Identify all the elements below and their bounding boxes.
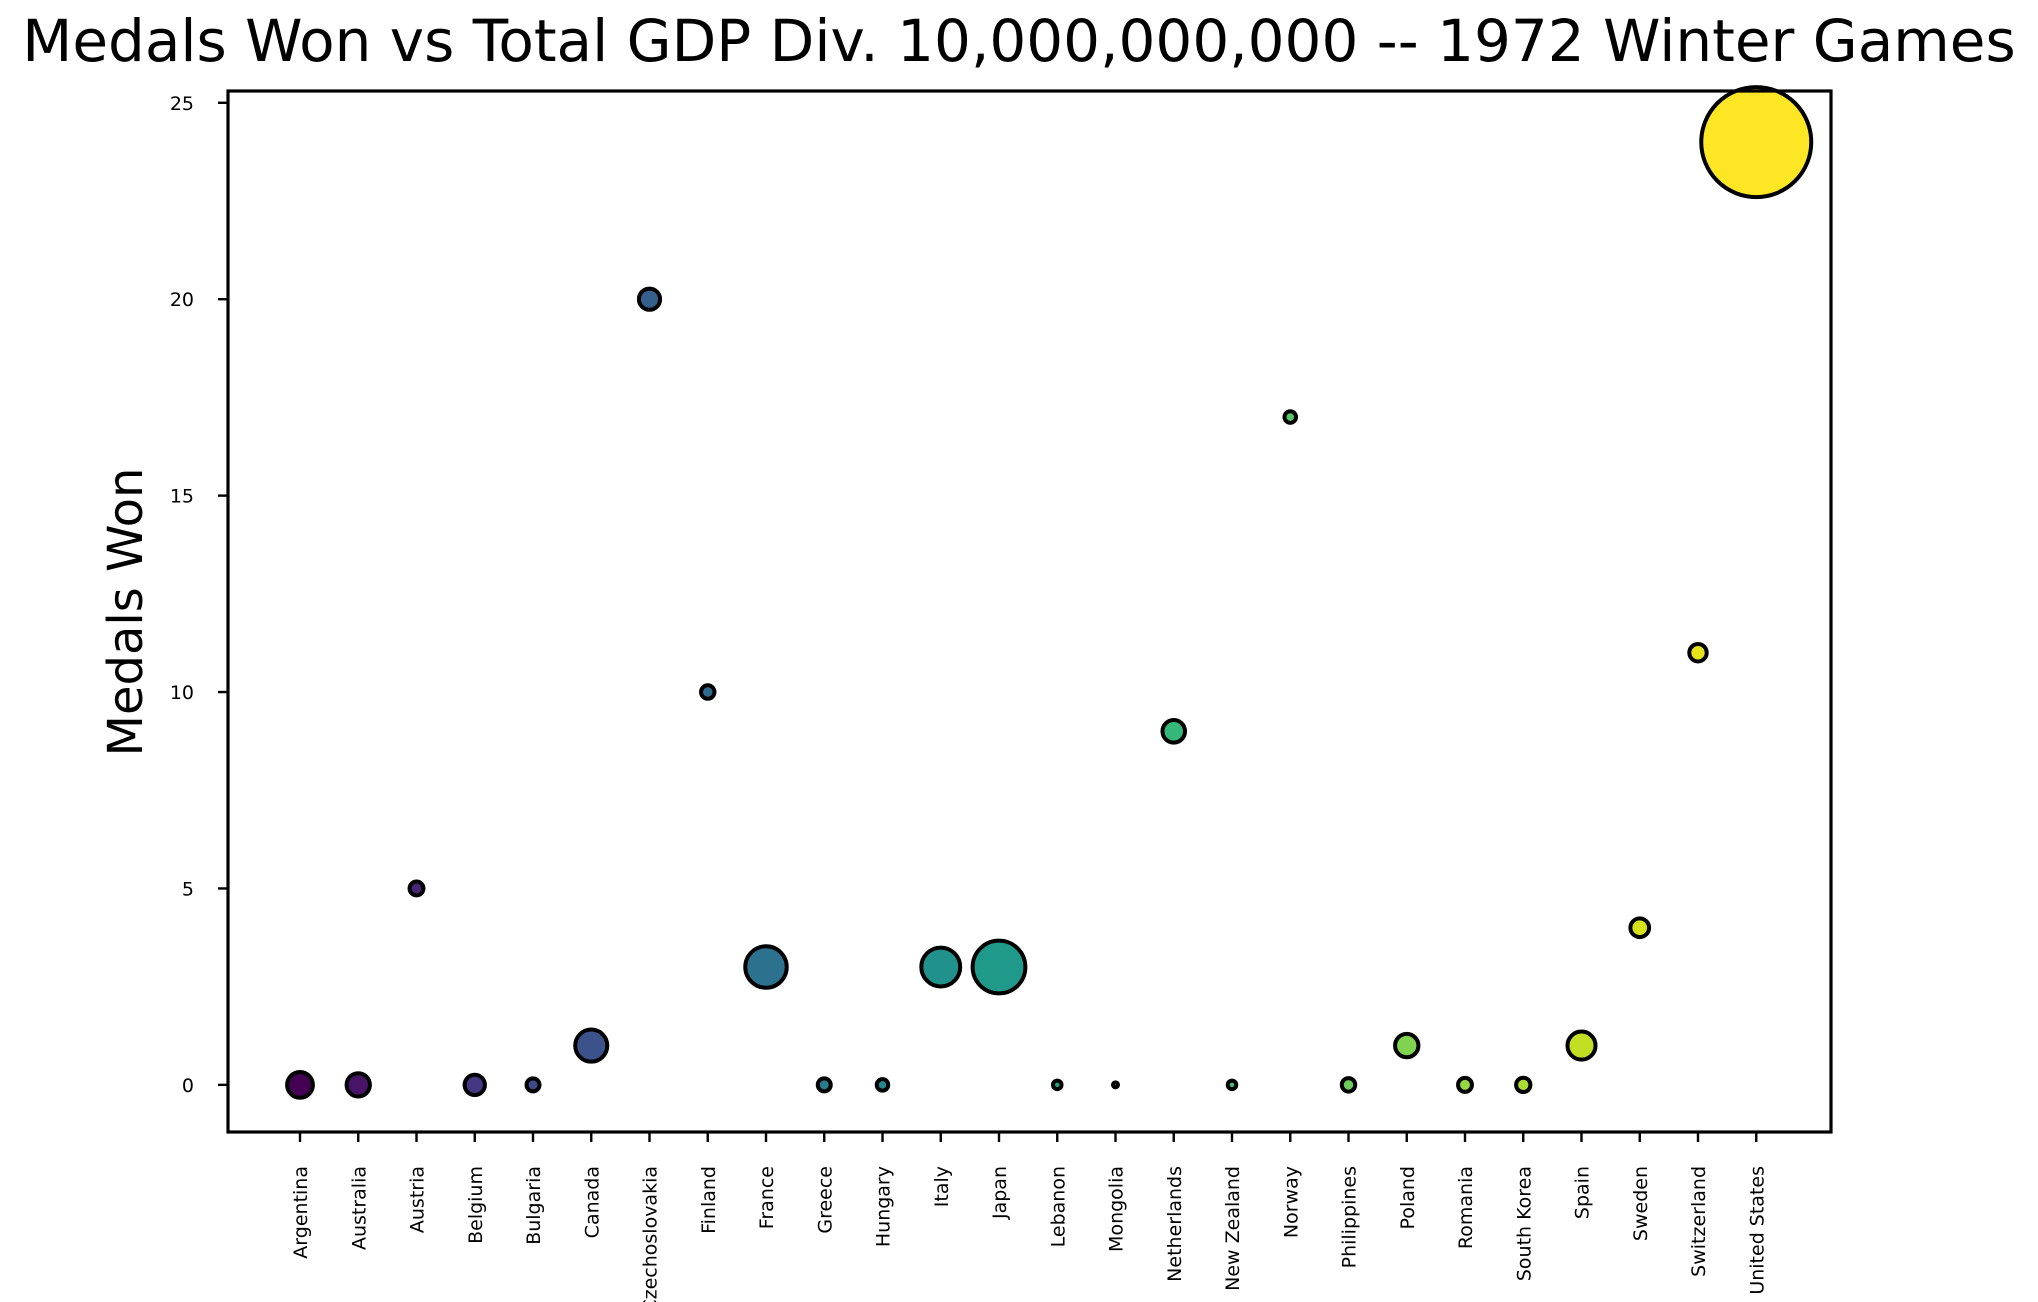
y-tick-label: 5 (182, 878, 194, 900)
data-points (285, 85, 1814, 1100)
y-tick-label: 20 (170, 289, 194, 311)
data-point-austria (407, 879, 426, 898)
data-point-czechoslovakia (636, 286, 663, 312)
x-tick-label: Japan (989, 1166, 1011, 1220)
data-point-new-zealand (1225, 1078, 1239, 1092)
data-point-netherlands (1160, 718, 1188, 745)
x-tick-label: France (756, 1166, 778, 1229)
x-tick-label: United States (1746, 1166, 1768, 1295)
data-point-bulgaria (524, 1076, 542, 1094)
x-tick-label: Bulgaria (523, 1166, 545, 1245)
data-point-mongolia (1111, 1080, 1120, 1090)
data-point-japan (970, 938, 1028, 996)
x-tick-label: Switzerland (1688, 1166, 1710, 1277)
data-point-switzerland (1687, 642, 1709, 664)
y-axis-label: Medals Won (98, 468, 154, 757)
x-tick-label: Poland (1397, 1166, 1419, 1229)
x-tick-label: Romania (1455, 1166, 1477, 1249)
x-tick-label: Czechoslovakia (640, 1166, 662, 1302)
x-tick-label: Finland (698, 1166, 720, 1234)
data-point-argentina (285, 1069, 315, 1100)
data-point-philippines (1339, 1076, 1358, 1094)
x-tick-label: Canada (581, 1166, 603, 1238)
chart-title: Medals Won vs Total GDP Div. 10,000,000,… (22, 7, 2015, 75)
data-point-greece (815, 1076, 833, 1094)
x-tick-label: Netherlands (1164, 1166, 1186, 1282)
data-point-poland (1393, 1031, 1421, 1060)
x-tick-label: Argentina (290, 1166, 312, 1259)
data-point-italy (919, 945, 963, 989)
x-tick-label: New Zealand (1222, 1166, 1244, 1291)
x-tick-label: Italy (931, 1166, 953, 1207)
data-point-belgium (462, 1072, 487, 1098)
x-tick-label: Australia (348, 1166, 370, 1250)
data-point-romania (1456, 1075, 1474, 1094)
data-point-australia (344, 1071, 372, 1099)
y-tick-label: 0 (182, 1075, 194, 1097)
x-tick-label: Sweden (1630, 1166, 1652, 1241)
data-point-lebanon (1050, 1078, 1064, 1092)
x-tick-label: Lebanon (1047, 1166, 1069, 1247)
data-point-sweden (1628, 916, 1652, 940)
y-tick-label: 10 (170, 682, 194, 704)
y-axis: 0 5 10 15 20 25 (170, 93, 228, 1097)
data-point-hungary (874, 1077, 891, 1093)
x-tick-label: Mongolia (1106, 1166, 1128, 1252)
data-point-finland (699, 683, 717, 701)
x-tick-label: Greece (814, 1166, 836, 1234)
x-tick-label: Spain (1572, 1166, 1594, 1219)
data-point-canada (573, 1027, 610, 1064)
x-tick-label: Philippines (1339, 1166, 1361, 1268)
data-point-france (743, 944, 789, 990)
data-point-norway (1282, 409, 1299, 425)
data-point-spain (1565, 1029, 1598, 1062)
x-tick-label: Austria (407, 1166, 429, 1233)
y-tick-label: 15 (170, 486, 194, 508)
x-tick-label: Hungary (873, 1166, 895, 1247)
data-point-south-korea (1514, 1075, 1533, 1095)
y-tick-label: 25 (170, 93, 194, 115)
x-tick-label: South Korea (1513, 1166, 1535, 1281)
data-point-united-states (1699, 85, 1814, 200)
x-tick-label: Belgium (465, 1166, 487, 1244)
x-axis: Argentina Australia Austria Belgium Bulgaria… (290, 1132, 1768, 1302)
plot-area-frame (226, 89, 1833, 1134)
x-tick-label: Norway (1280, 1166, 1302, 1238)
